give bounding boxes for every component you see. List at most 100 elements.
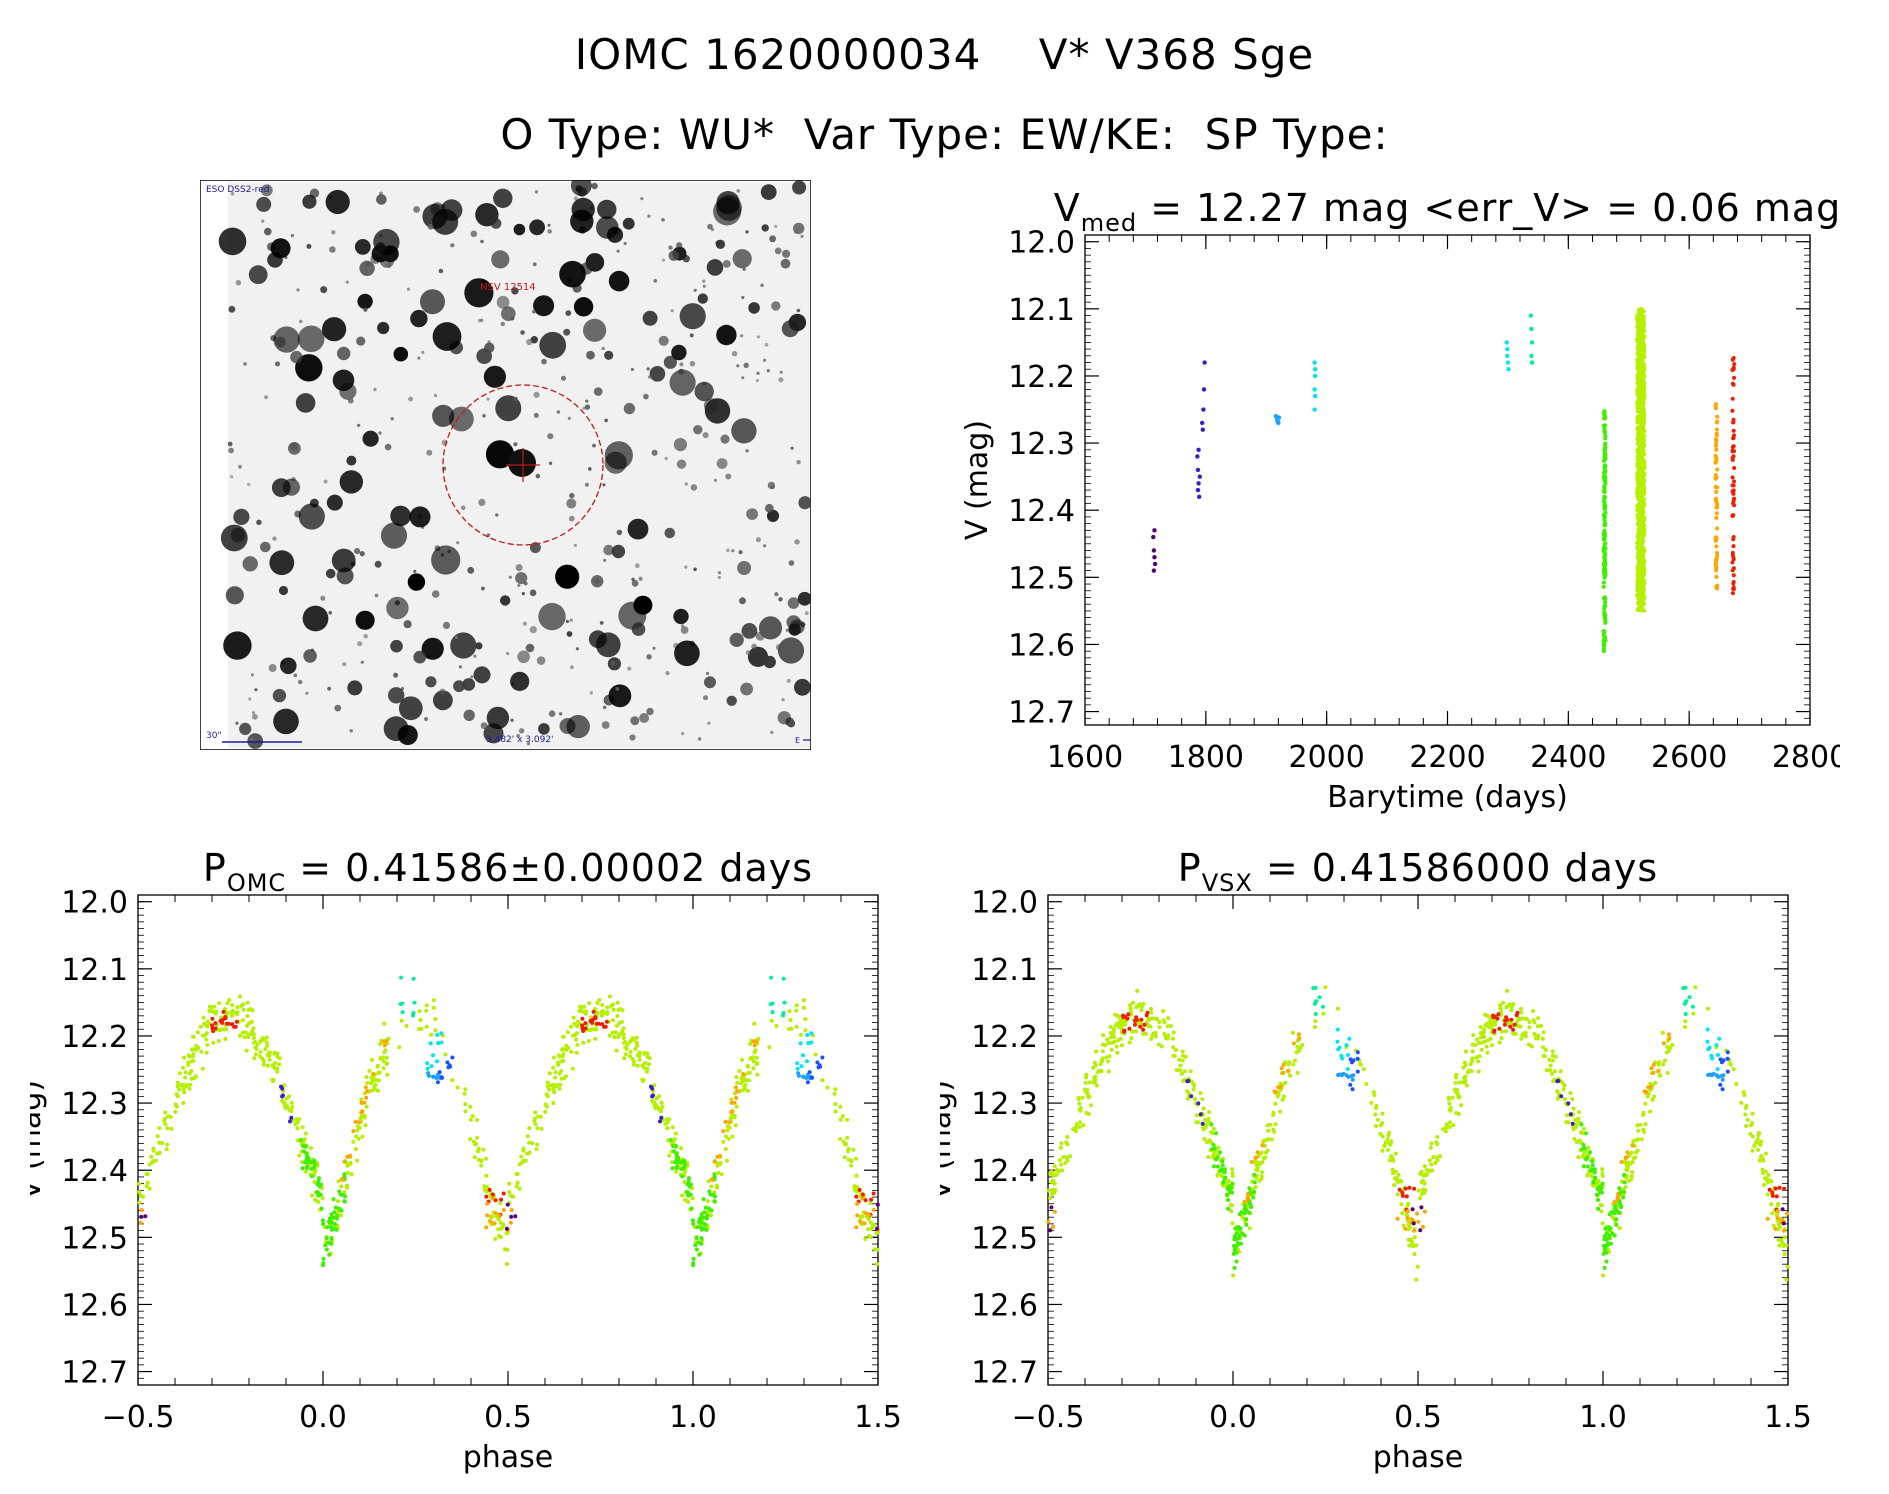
sky-star bbox=[678, 368, 685, 375]
data-point bbox=[383, 1048, 388, 1053]
data-point bbox=[169, 1126, 174, 1131]
data-point bbox=[295, 1120, 300, 1125]
data-point bbox=[514, 1172, 519, 1177]
data-point bbox=[1108, 1025, 1113, 1029]
data-point bbox=[399, 975, 404, 980]
sky-star bbox=[529, 589, 537, 597]
data-point bbox=[1622, 1172, 1627, 1177]
data-point bbox=[306, 1155, 311, 1160]
data-point bbox=[1239, 1241, 1243, 1246]
sky-star bbox=[233, 508, 250, 525]
data-point bbox=[224, 1027, 229, 1032]
data-point bbox=[212, 1004, 217, 1009]
y-tick-label: 12.1 bbox=[971, 953, 1038, 988]
sky-star bbox=[653, 278, 658, 283]
x-tick-label: 1.5 bbox=[1764, 1400, 1812, 1435]
data-point bbox=[668, 1137, 673, 1142]
sky-star bbox=[584, 404, 591, 410]
sky-star bbox=[781, 698, 785, 702]
sky-star bbox=[679, 362, 684, 367]
sky-star bbox=[725, 473, 732, 480]
data-point bbox=[230, 1003, 235, 1007]
data-point bbox=[1058, 1145, 1063, 1150]
data-point bbox=[1313, 1019, 1318, 1024]
data-point bbox=[635, 1063, 640, 1068]
data-point bbox=[1467, 1068, 1472, 1073]
data-point bbox=[796, 1071, 801, 1076]
data-point bbox=[336, 1179, 341, 1184]
data-point bbox=[1606, 1225, 1611, 1230]
data-point bbox=[370, 1057, 374, 1062]
data-point bbox=[693, 1243, 698, 1248]
data-point bbox=[1638, 509, 1643, 514]
data-point bbox=[1127, 1026, 1132, 1031]
data-point bbox=[450, 1055, 455, 1060]
y-tick-label: 12.7 bbox=[971, 1356, 1038, 1391]
data-point bbox=[871, 1208, 876, 1212]
data-point bbox=[535, 1126, 540, 1131]
data-point bbox=[1499, 1036, 1504, 1041]
sky-star bbox=[306, 243, 312, 249]
sky-star bbox=[238, 464, 242, 469]
data-point bbox=[1520, 1033, 1525, 1038]
data-point bbox=[1641, 316, 1646, 320]
data-point bbox=[411, 976, 416, 981]
fov-label: 3.482' x 3.092' bbox=[486, 735, 554, 745]
data-point bbox=[1710, 1056, 1715, 1061]
data-point bbox=[1529, 340, 1535, 345]
data-point bbox=[1585, 1164, 1590, 1169]
sky-star bbox=[668, 250, 679, 261]
data-point bbox=[1134, 1005, 1139, 1010]
data-point bbox=[723, 1147, 728, 1152]
data-point bbox=[699, 1220, 704, 1225]
sky-star bbox=[707, 721, 711, 725]
data-point bbox=[1742, 1093, 1747, 1098]
y-tick-label: 12.3 bbox=[1008, 427, 1075, 462]
data-point bbox=[1732, 375, 1736, 380]
data-point bbox=[701, 1215, 706, 1220]
sky-star bbox=[491, 250, 510, 269]
sky-star bbox=[601, 346, 605, 351]
chart-title: Vmed = 12.27 mag <err_V> = 0.06 mag bbox=[1054, 186, 1840, 237]
data-point bbox=[191, 1058, 196, 1063]
data-point bbox=[1763, 1169, 1768, 1174]
data-point bbox=[289, 1100, 294, 1105]
sky-star bbox=[529, 626, 537, 634]
data-point bbox=[1396, 1173, 1401, 1177]
data-point bbox=[1244, 1217, 1249, 1222]
sky-star bbox=[573, 297, 594, 317]
sky-star bbox=[716, 195, 742, 221]
sky-star bbox=[690, 484, 698, 491]
data-point bbox=[527, 1140, 532, 1145]
data-point bbox=[371, 1072, 376, 1076]
data-point bbox=[1635, 565, 1640, 570]
sky-star bbox=[760, 184, 777, 200]
data-point bbox=[1216, 1145, 1221, 1150]
data-point bbox=[1625, 1168, 1630, 1173]
data-point bbox=[519, 1154, 524, 1159]
data-point bbox=[1195, 467, 1201, 473]
data-point bbox=[1617, 1226, 1622, 1231]
data-point bbox=[1602, 1234, 1607, 1239]
data-point bbox=[428, 1041, 433, 1046]
data-point bbox=[734, 1095, 739, 1100]
data-point bbox=[1603, 523, 1608, 528]
data-point bbox=[1640, 460, 1644, 465]
sky-star bbox=[643, 393, 649, 400]
sky-star bbox=[748, 302, 760, 314]
data-point bbox=[694, 1247, 699, 1252]
sky-star bbox=[800, 234, 804, 238]
y-tick-label: 12.4 bbox=[1008, 494, 1075, 529]
data-point bbox=[1218, 1150, 1222, 1155]
data-point bbox=[1714, 515, 1719, 520]
sky-star bbox=[297, 325, 325, 353]
sky-star bbox=[720, 434, 730, 444]
sky-star bbox=[745, 650, 751, 656]
data-point bbox=[475, 1117, 480, 1122]
data-point bbox=[685, 1190, 690, 1195]
data-point bbox=[1214, 1131, 1218, 1136]
data-point bbox=[571, 1033, 575, 1038]
data-point bbox=[667, 1117, 672, 1122]
data-point bbox=[1535, 1024, 1540, 1029]
data-point bbox=[487, 1187, 492, 1192]
